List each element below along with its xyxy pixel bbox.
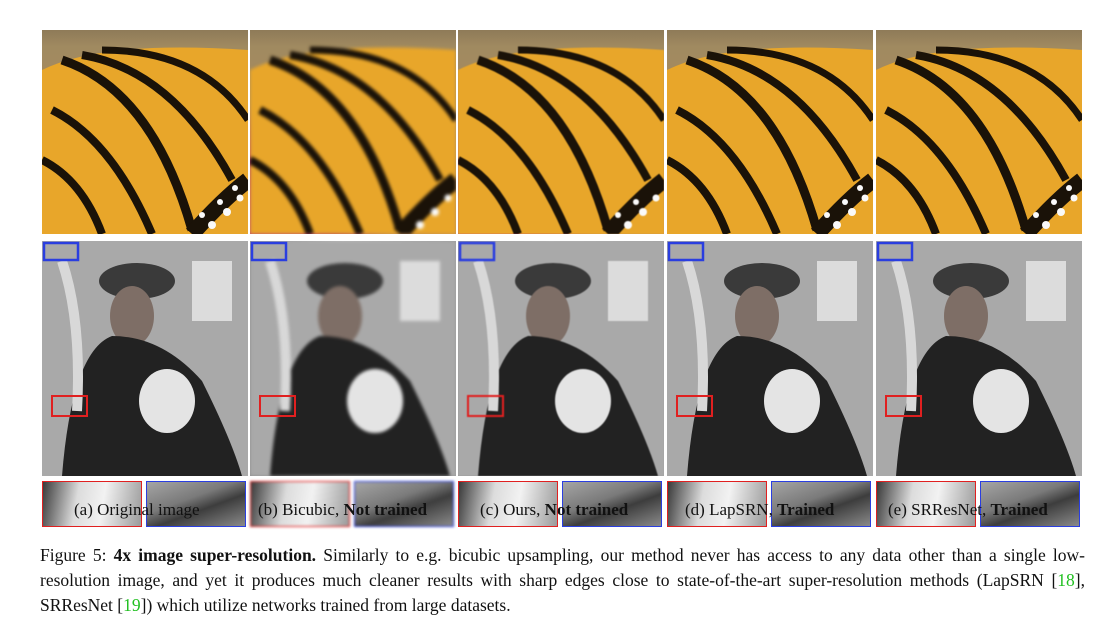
caption-e: (e) SRResNet, Trained bbox=[888, 500, 1112, 520]
caption-suffix: Trained bbox=[777, 500, 835, 519]
portrait-image bbox=[250, 241, 456, 476]
caption-b: (b) Bicubic, Not trained bbox=[258, 500, 498, 520]
caption-text-1: Similarly to e.g. bicubic upsampling, ou… bbox=[40, 545, 1085, 590]
caption-c: (c) Ours, Not trained bbox=[480, 500, 720, 520]
blue-box-crop bbox=[771, 481, 871, 527]
caption-prefix: (c) Ours, bbox=[480, 500, 545, 519]
panel-original bbox=[42, 30, 248, 528]
caption-text-3: ]) which utilize networks trained from l… bbox=[140, 595, 511, 615]
caption-suffix: Trained bbox=[990, 500, 1048, 519]
panel-srresnet bbox=[876, 30, 1082, 528]
caption-prefix: (b) Bicubic, bbox=[258, 500, 344, 519]
figure-5: (a) Original image (b) Bicubic, Not trai… bbox=[42, 30, 1082, 528]
red-box-crop bbox=[42, 481, 142, 527]
blue-box-crop bbox=[980, 481, 1080, 527]
butterfly-wing-image bbox=[250, 30, 456, 234]
red-box-crop bbox=[250, 481, 350, 527]
portrait-image bbox=[42, 241, 248, 476]
blue-box-crop bbox=[562, 481, 662, 527]
citation-link-19[interactable]: 19 bbox=[123, 595, 141, 615]
portrait-image bbox=[667, 241, 873, 476]
caption-a: (a) Original image bbox=[74, 500, 314, 520]
caption-prefix: (d) LapSRN, bbox=[685, 500, 778, 519]
zoom-crops bbox=[876, 481, 1082, 528]
figure-caption: Figure 5: 4x image super-resolution. Sim… bbox=[40, 543, 1085, 618]
zoom-crops bbox=[667, 481, 873, 528]
caption-text-2: ], SRResNet [ bbox=[40, 570, 1085, 615]
butterfly-wing-image bbox=[667, 30, 873, 234]
zoom-crops bbox=[458, 481, 664, 528]
red-box-crop bbox=[667, 481, 767, 527]
zoom-crops bbox=[250, 481, 456, 528]
citation-link-18[interactable]: 18 bbox=[1057, 570, 1075, 590]
butterfly-wing-image bbox=[42, 30, 248, 234]
portrait-image bbox=[458, 241, 664, 476]
caption-suffix: Not trained bbox=[343, 500, 428, 519]
zoom-crops bbox=[42, 481, 248, 528]
panel-bicubic bbox=[250, 30, 456, 528]
caption-d: (d) LapSRN, Trained bbox=[685, 500, 925, 520]
portrait-image bbox=[876, 241, 1082, 476]
panel-ours bbox=[458, 30, 664, 528]
red-box-crop bbox=[876, 481, 976, 527]
butterfly-wing-image bbox=[876, 30, 1082, 234]
caption-prefix: (a) Original image bbox=[74, 500, 200, 519]
blue-box-crop bbox=[354, 481, 454, 527]
red-box-crop bbox=[458, 481, 558, 527]
panel-lapsrn bbox=[667, 30, 873, 528]
blue-box-crop bbox=[146, 481, 246, 527]
caption-prefix: (e) SRResNet, bbox=[888, 500, 991, 519]
figure-label: Figure 5: bbox=[40, 545, 114, 565]
butterfly-wing-image bbox=[458, 30, 664, 234]
caption-suffix: Not trained bbox=[544, 500, 629, 519]
figure-title: 4x image super-resolution. bbox=[113, 545, 317, 565]
